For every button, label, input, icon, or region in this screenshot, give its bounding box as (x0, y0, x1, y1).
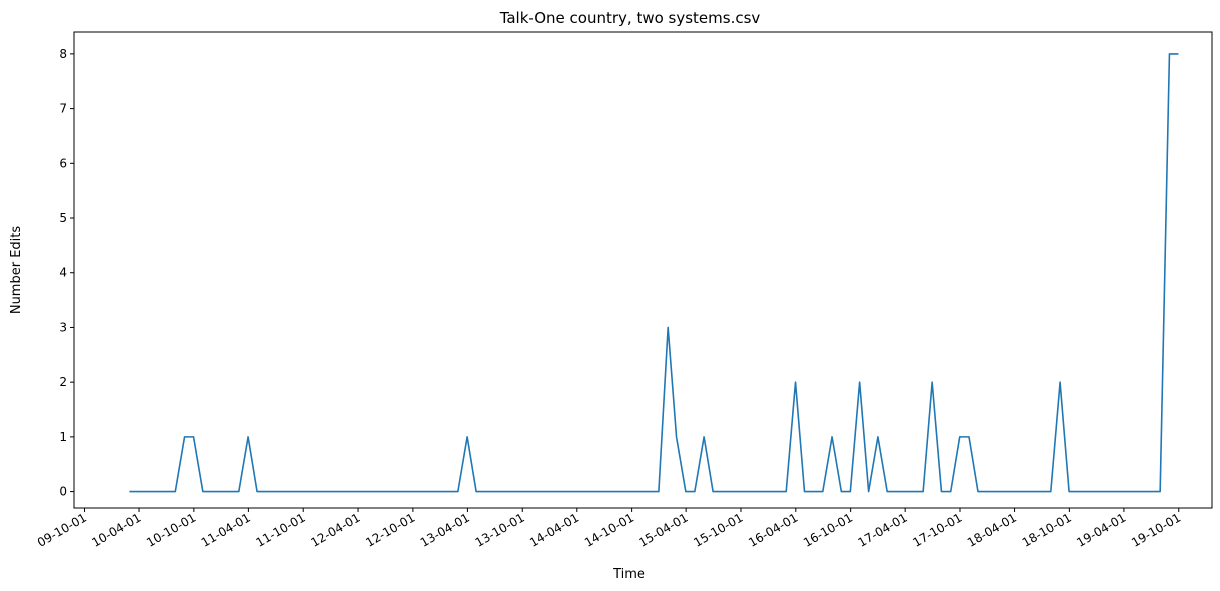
y-tick-label: 7 (59, 102, 67, 116)
series-layer (129, 53, 1179, 493)
y-tick-label: 1 (59, 430, 67, 444)
y-tick-label: 5 (59, 211, 67, 225)
x-axis-label: Time (612, 567, 645, 582)
y-tick-label: 2 (59, 375, 67, 389)
chart-title: Talk-One country, two systems.csv (499, 9, 761, 27)
y-tick-label: 4 (59, 266, 67, 280)
y-tick-label: 6 (59, 156, 67, 170)
y-tick-label: 3 (59, 320, 67, 334)
plot-frame (73, 31, 1213, 509)
y-axis-label: Number Edits (9, 226, 24, 315)
y-tick-label: 0 (59, 485, 67, 499)
y-axis: 0 1 2 3 4 5 6 7 8 (59, 47, 74, 499)
y-tick-label: 8 (59, 47, 67, 61)
series-line-0 (129, 53, 1179, 493)
